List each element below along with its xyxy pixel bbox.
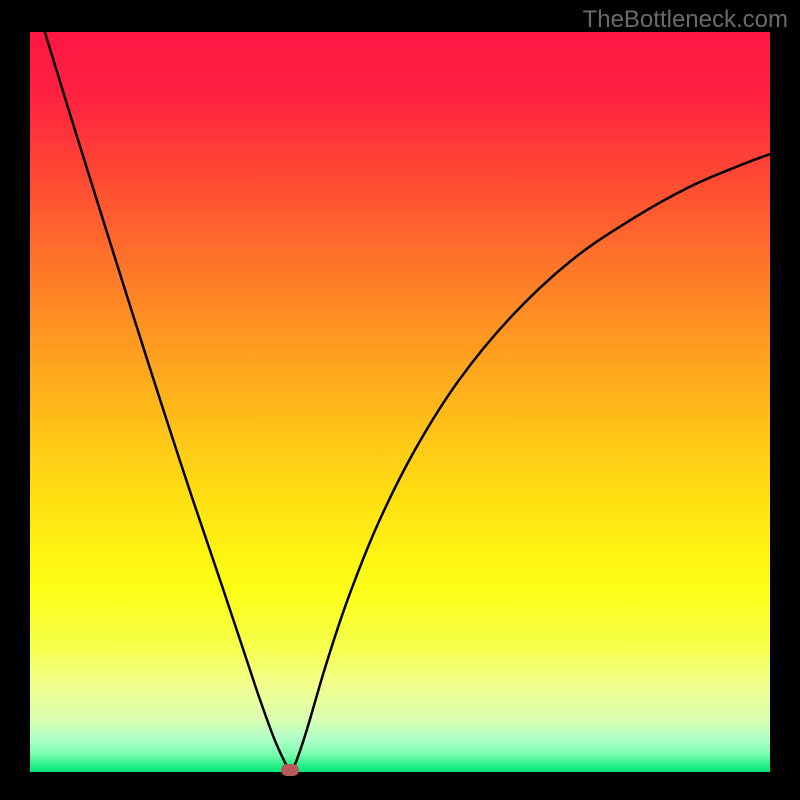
watermark-text: TheBottleneck.com: [583, 6, 788, 34]
plot-svg: [30, 32, 770, 772]
gradient-background: [30, 32, 770, 772]
optimal-point-marker: [281, 764, 299, 776]
chart-container: TheBottleneck.com: [0, 0, 800, 800]
plot-area: [30, 32, 770, 772]
